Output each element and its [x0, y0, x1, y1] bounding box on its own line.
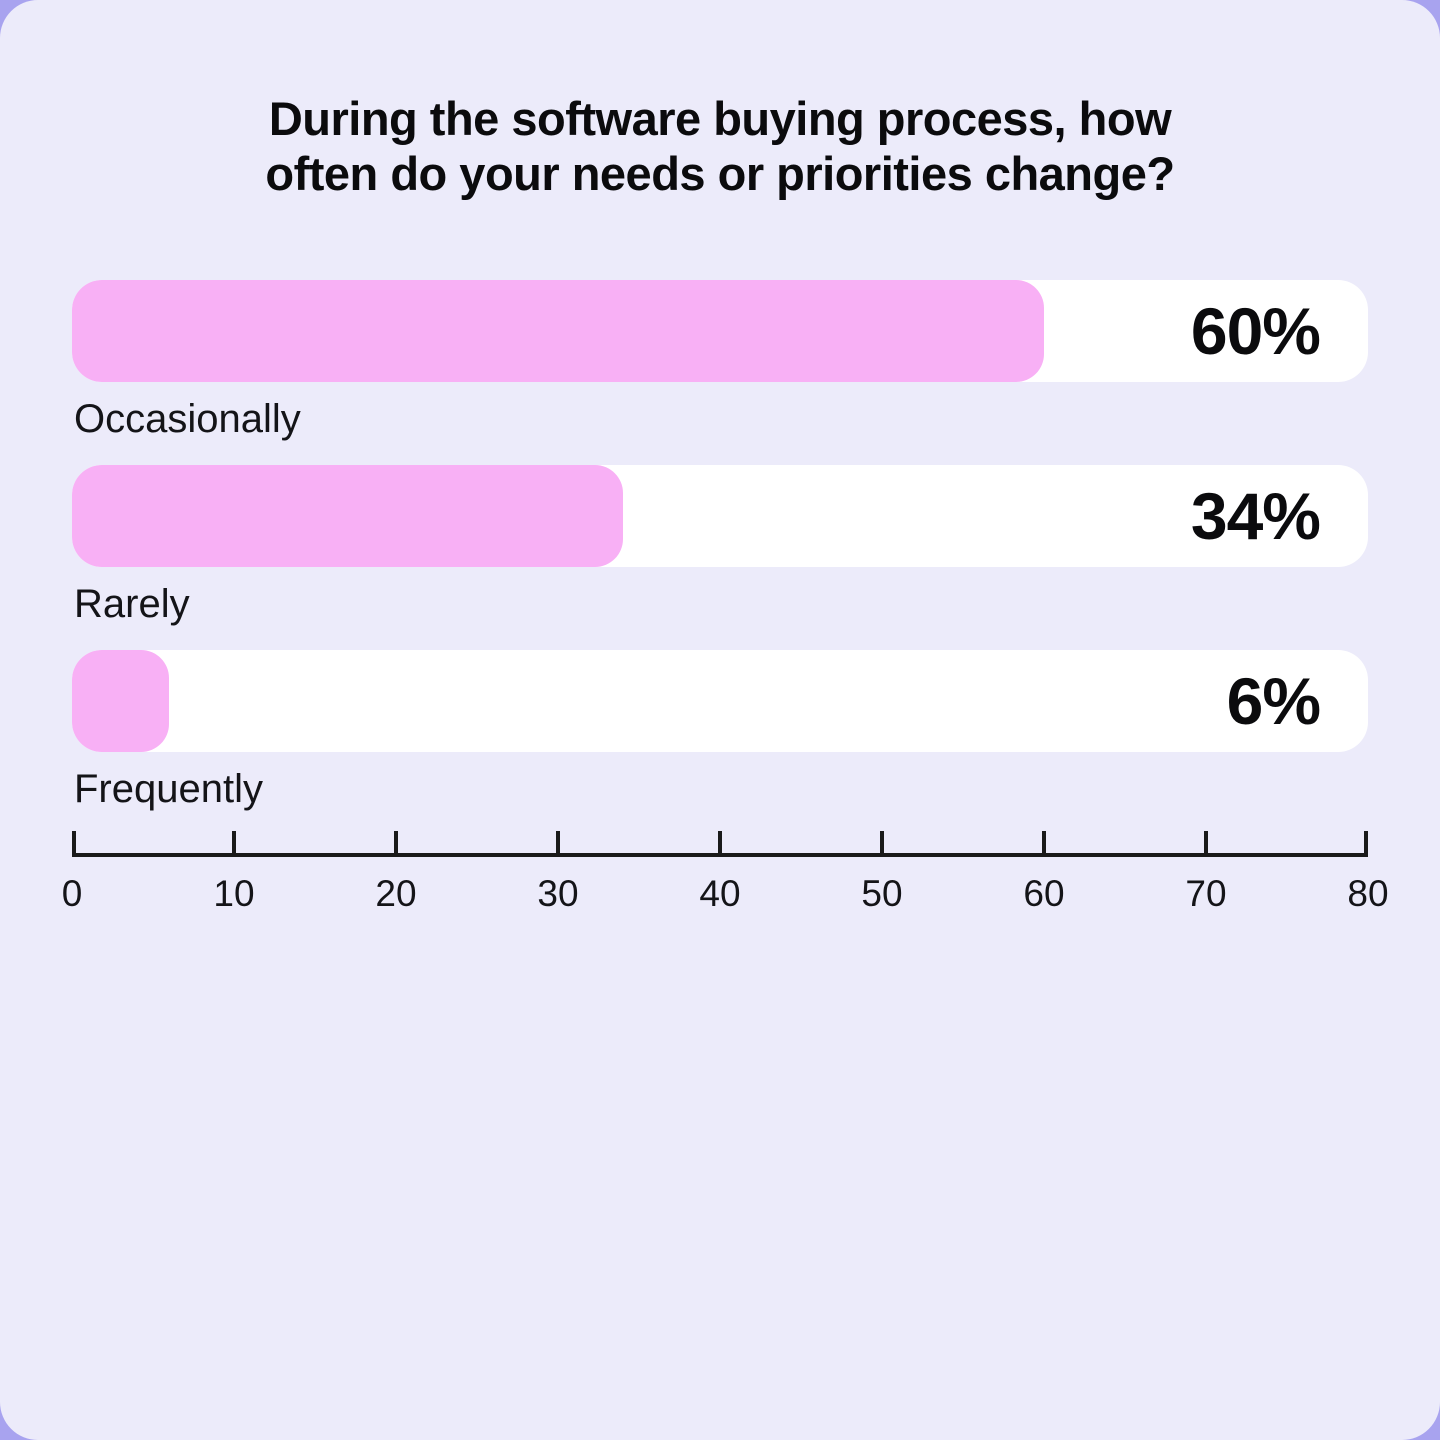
x-axis: 0 10 20 30 40 50 60 70 80: [62, 830, 1389, 919]
axis-tick-label-30: 30: [537, 872, 579, 914]
bar-fill-rarely: [72, 464, 623, 567]
axis-tick-label-20: 20: [375, 872, 417, 914]
value-label-occasionally: 60%: [1190, 293, 1321, 368]
axis-tick-label-0: 0: [61, 872, 83, 914]
bar-row-rarely: 34% Rarely: [72, 464, 1368, 627]
bar-row-occasionally: 60% Occasionally: [72, 279, 1368, 442]
axis-tick-label-60: 60: [1023, 872, 1065, 914]
axis-tick-label-40: 40: [699, 872, 741, 914]
axis-tick-30: [556, 830, 560, 853]
axis-tick-50: [880, 830, 884, 853]
category-label-frequently: Frequently: [74, 766, 263, 811]
category-label-occasionally: Occasionally: [74, 396, 301, 441]
value-label-frequently: 6%: [1226, 663, 1321, 738]
bar-fill-occasionally: [72, 279, 1044, 382]
axis-tick-60: [1042, 830, 1046, 853]
axis-tick-label-70: 70: [1185, 872, 1227, 914]
value-label-rarely: 34%: [1190, 478, 1321, 553]
bar-track-frequently: 6%: [72, 649, 1368, 752]
category-label-rarely: Rarely: [74, 581, 190, 626]
bar-row-frequently: 6% Frequently: [72, 649, 1368, 812]
axis-tick-80: [1364, 830, 1368, 853]
axis-tick-label-80: 80: [1347, 872, 1389, 914]
bar-track-occasionally: 60%: [72, 279, 1368, 382]
x-axis-labels: 0 10 20 30 40 50 60 70 80: [62, 872, 1389, 919]
bar-track-rarely: 34%: [72, 464, 1368, 567]
axis-tick-40: [718, 830, 722, 853]
axis-tick-10: [232, 830, 236, 853]
bar-fill-frequently: [72, 649, 170, 752]
axis-tick-70: [1204, 830, 1208, 853]
axis-tick-label-10: 10: [213, 872, 255, 914]
axis-tick-label-50: 50: [861, 872, 903, 914]
x-axis-line: [72, 830, 1368, 857]
chart-title: During the software buying process, how …: [265, 92, 1175, 200]
bar-chart: 60% Occasionally 34% Rarely 6% Frequentl…: [72, 279, 1368, 812]
axis-tick-20: [394, 830, 398, 853]
axis-tick-0: [72, 830, 76, 853]
